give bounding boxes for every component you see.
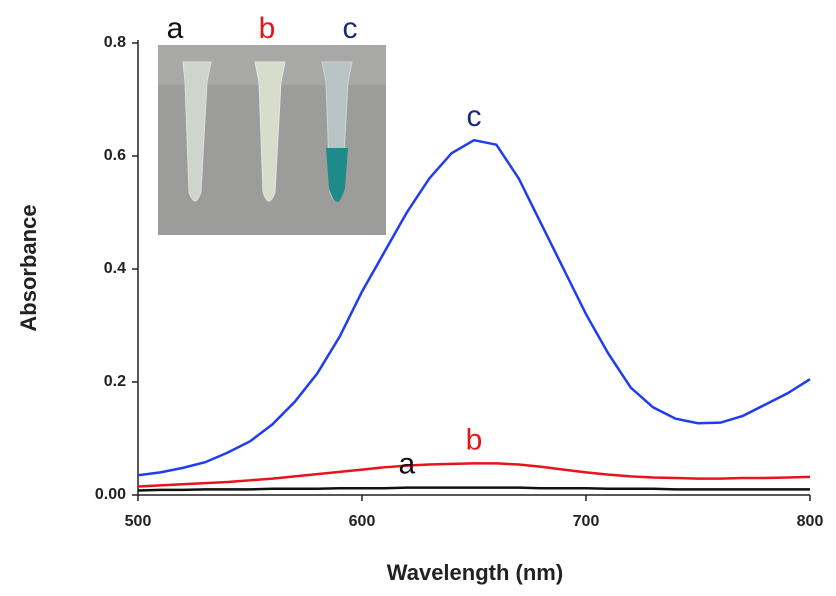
series-line	[137, 462, 811, 488]
y-tick-label: 0.00	[95, 486, 126, 503]
y-axis-title: Absorbance	[16, 204, 41, 331]
x-tick-label: 500	[125, 513, 152, 530]
y-tick-label: 0.4	[104, 260, 126, 277]
inset-label: c	[343, 12, 358, 45]
inset-photo	[158, 45, 386, 235]
x-tick-label: 600	[349, 513, 376, 530]
y-tick-label: 0.8	[104, 34, 126, 51]
series-label: a	[398, 448, 415, 481]
x-axis-title: Wavelength (nm)	[387, 560, 563, 585]
y-tick-label: 0.6	[104, 147, 126, 164]
x-tick-label: 800	[797, 513, 824, 530]
series-line	[137, 486, 810, 492]
inset-label: b	[259, 12, 276, 45]
series-label: b	[466, 423, 483, 456]
series-line	[137, 138, 811, 477]
inset-label: a	[167, 12, 184, 45]
x-tick-label: 700	[573, 513, 600, 530]
y-tick-label: 0.2	[104, 373, 126, 390]
series-label: c	[467, 100, 482, 133]
